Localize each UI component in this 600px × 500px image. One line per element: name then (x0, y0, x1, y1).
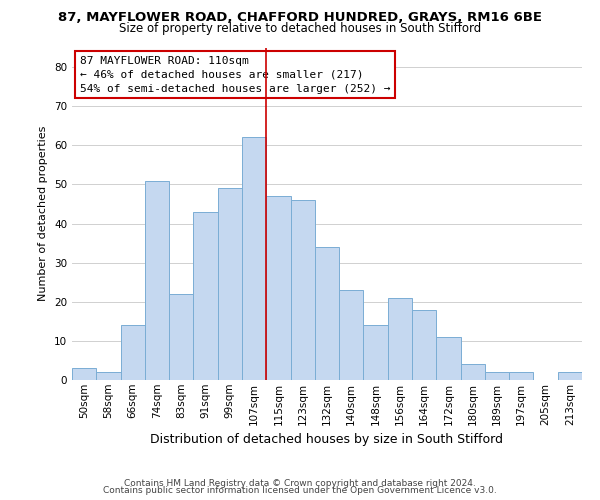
Bar (121, 325, 145, 380)
Bar (339, 290, 364, 380)
Bar (485, 372, 509, 380)
Bar (96, 372, 121, 380)
Bar (242, 138, 266, 380)
Bar (509, 372, 533, 380)
X-axis label: Distribution of detached houses by size in South Stifford: Distribution of detached houses by size … (151, 433, 503, 446)
Text: 87, MAYFLOWER ROAD, CHAFFORD HUNDRED, GRAYS, RM16 6BE: 87, MAYFLOWER ROAD, CHAFFORD HUNDRED, GR… (58, 11, 542, 24)
Text: 87 MAYFLOWER ROAD: 110sqm
← 46% of detached houses are smaller (217)
54% of semi: 87 MAYFLOWER ROAD: 110sqm ← 46% of detac… (80, 56, 390, 94)
Bar (461, 364, 485, 380)
Text: Contains public sector information licensed under the Open Government Licence v3: Contains public sector information licen… (103, 486, 497, 495)
Bar (364, 325, 388, 380)
Bar (266, 196, 290, 380)
Bar (558, 372, 582, 380)
Text: Size of property relative to detached houses in South Stifford: Size of property relative to detached ho… (119, 22, 481, 35)
Bar (193, 212, 218, 380)
Bar (388, 298, 412, 380)
Bar (169, 294, 193, 380)
Bar (315, 247, 339, 380)
Bar (145, 180, 169, 380)
Bar (218, 188, 242, 380)
Bar (290, 200, 315, 380)
Text: Contains HM Land Registry data © Crown copyright and database right 2024.: Contains HM Land Registry data © Crown c… (124, 478, 476, 488)
Bar (72, 368, 96, 380)
Bar (436, 337, 461, 380)
Y-axis label: Number of detached properties: Number of detached properties (38, 126, 49, 302)
Bar (412, 310, 436, 380)
